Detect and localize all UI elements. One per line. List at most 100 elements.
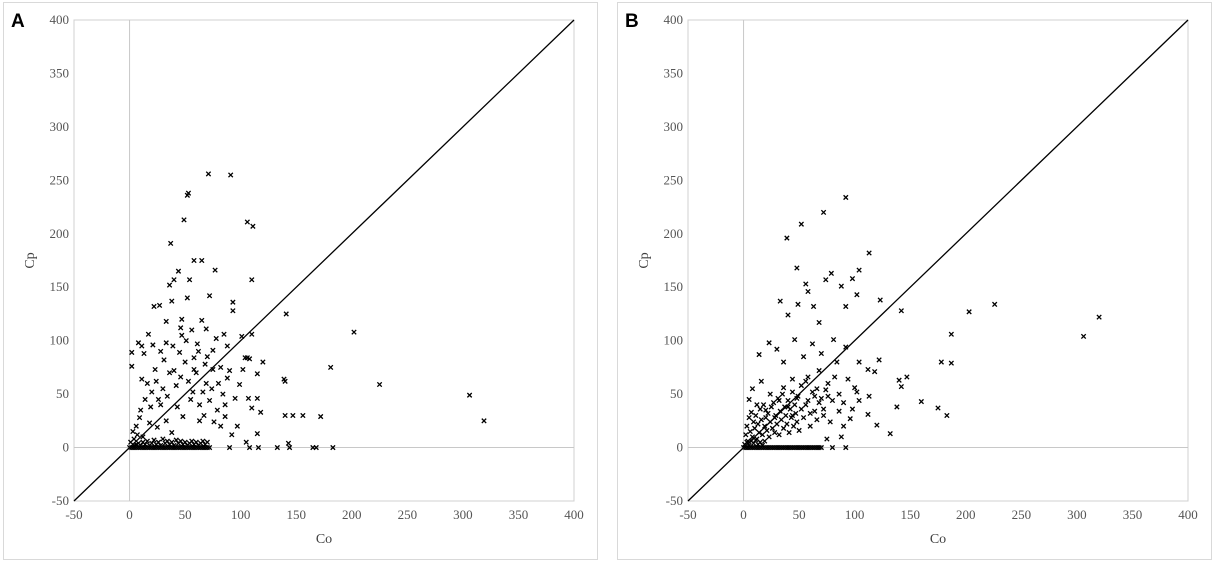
data-point bbox=[816, 400, 822, 406]
x-tick-label: -50 bbox=[679, 507, 696, 522]
data-point bbox=[168, 240, 174, 247]
data-point bbox=[205, 171, 212, 177]
data-point bbox=[141, 350, 147, 357]
data-point bbox=[224, 343, 230, 349]
data-point bbox=[865, 411, 871, 418]
data-point bbox=[793, 410, 799, 417]
data-point bbox=[872, 369, 878, 375]
data-point bbox=[254, 395, 260, 402]
data-point bbox=[795, 393, 801, 399]
data-point bbox=[898, 383, 904, 390]
data-point bbox=[820, 406, 827, 412]
y-tick-label: -50 bbox=[52, 493, 69, 508]
data-point bbox=[146, 420, 153, 426]
data-point bbox=[836, 391, 842, 397]
data-point bbox=[779, 391, 786, 397]
data-point bbox=[206, 444, 213, 451]
data-point bbox=[762, 438, 768, 444]
data-point bbox=[178, 438, 184, 444]
data-point bbox=[854, 292, 860, 298]
data-point bbox=[184, 295, 190, 301]
data-point bbox=[144, 438, 150, 444]
data-point bbox=[834, 359, 840, 365]
data-point bbox=[746, 414, 752, 421]
data-point bbox=[948, 331, 954, 337]
data-point bbox=[756, 429, 762, 436]
data-point bbox=[814, 386, 820, 392]
data-point bbox=[763, 407, 769, 413]
data-point bbox=[136, 414, 143, 421]
data-point bbox=[290, 412, 296, 419]
data-point bbox=[249, 405, 255, 411]
y-tick-label: 400 bbox=[50, 12, 70, 27]
data-point bbox=[142, 396, 148, 403]
x-tick-label: 100 bbox=[231, 507, 251, 522]
x-axis-title: Co bbox=[930, 532, 946, 547]
data-point bbox=[154, 424, 160, 430]
data-point bbox=[254, 371, 260, 377]
data-point bbox=[812, 393, 818, 399]
data-point bbox=[164, 393, 170, 399]
data-point bbox=[828, 270, 834, 276]
data-point bbox=[204, 439, 210, 445]
data-point bbox=[825, 393, 831, 399]
data-point bbox=[211, 419, 217, 425]
data-point bbox=[158, 348, 164, 355]
x-tick-label: 400 bbox=[1178, 507, 1198, 522]
data-point bbox=[239, 333, 245, 340]
data-point bbox=[887, 431, 893, 437]
data-point bbox=[754, 402, 760, 408]
data-point bbox=[759, 432, 766, 438]
data-point bbox=[153, 378, 159, 384]
data-point bbox=[212, 267, 218, 273]
data-point bbox=[351, 329, 357, 335]
data-point bbox=[866, 393, 872, 399]
data-point bbox=[166, 370, 173, 376]
data-point bbox=[784, 235, 790, 241]
data-point bbox=[783, 412, 789, 419]
data-point bbox=[744, 439, 750, 445]
data-point bbox=[230, 308, 236, 314]
data-point bbox=[805, 288, 811, 295]
data-point bbox=[300, 412, 306, 419]
data-point bbox=[199, 317, 205, 324]
data-point bbox=[746, 396, 752, 403]
y-tick-label: 200 bbox=[50, 226, 70, 241]
x-tick-label: 350 bbox=[1123, 507, 1143, 522]
data-point bbox=[204, 354, 210, 360]
data-point bbox=[148, 404, 154, 410]
y-tick-label: 300 bbox=[50, 119, 70, 134]
data-point bbox=[753, 437, 759, 443]
data-point bbox=[246, 356, 253, 362]
data-point bbox=[829, 444, 836, 451]
data-point bbox=[255, 444, 262, 451]
data-point bbox=[222, 402, 228, 408]
data-point bbox=[221, 331, 227, 337]
data-point bbox=[178, 325, 184, 331]
data-point bbox=[807, 410, 813, 417]
plot-area-1 bbox=[687, 19, 1189, 502]
data-point bbox=[244, 219, 250, 225]
data-point bbox=[836, 408, 842, 414]
data-point bbox=[800, 414, 807, 421]
x-tick-label: 50 bbox=[179, 507, 192, 522]
data-point bbox=[782, 404, 788, 410]
data-point bbox=[780, 425, 787, 431]
data-point bbox=[765, 410, 771, 417]
data-point bbox=[258, 409, 264, 415]
data-point bbox=[274, 444, 280, 451]
data-point bbox=[328, 364, 334, 371]
data-point bbox=[877, 297, 883, 303]
data-point bbox=[776, 432, 782, 438]
data-point bbox=[139, 343, 145, 349]
data-point bbox=[170, 343, 176, 349]
data-point bbox=[749, 386, 756, 392]
data-point bbox=[286, 444, 293, 451]
y-tick-label: 50 bbox=[56, 386, 69, 401]
data-point bbox=[178, 374, 184, 380]
data-point bbox=[746, 442, 752, 449]
data-point bbox=[184, 192, 190, 198]
data-point bbox=[832, 374, 838, 380]
data-point bbox=[854, 389, 860, 395]
data-point bbox=[805, 374, 811, 380]
